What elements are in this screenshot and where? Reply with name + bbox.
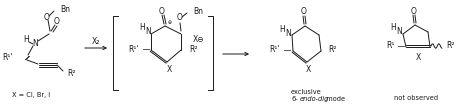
- Text: 6-: 6-: [292, 96, 298, 102]
- Text: R¹': R¹': [128, 44, 139, 53]
- Text: O: O: [301, 7, 307, 17]
- Text: R¹': R¹': [2, 53, 13, 63]
- Text: R²: R²: [328, 45, 337, 55]
- Text: H: H: [390, 24, 396, 33]
- Text: O: O: [44, 13, 50, 21]
- Text: R²: R²: [189, 44, 198, 53]
- Text: R²: R²: [446, 41, 455, 51]
- Text: R¹': R¹': [270, 45, 280, 55]
- Text: exclusive: exclusive: [291, 89, 321, 95]
- Text: X: X: [166, 65, 172, 75]
- Text: N: N: [396, 28, 402, 37]
- Text: H: H: [139, 24, 145, 33]
- Text: mode: mode: [324, 96, 345, 102]
- Text: not observed: not observed: [394, 95, 438, 101]
- Text: endo-dig: endo-dig: [300, 96, 329, 102]
- Text: N: N: [145, 28, 151, 37]
- Text: X₂: X₂: [92, 37, 100, 45]
- Text: O: O: [411, 6, 417, 16]
- Text: O: O: [159, 6, 165, 16]
- Text: N: N: [32, 38, 38, 48]
- Text: O: O: [177, 14, 183, 22]
- Text: Bn: Bn: [193, 6, 203, 16]
- Text: X: X: [415, 52, 420, 61]
- Text: N: N: [285, 29, 291, 37]
- Text: X: X: [305, 65, 310, 75]
- Text: X = Cl, Br, I: X = Cl, Br, I: [12, 92, 50, 98]
- Text: ⊕: ⊕: [168, 20, 172, 25]
- Text: R¹: R¹: [387, 41, 395, 51]
- Text: R²: R²: [67, 70, 75, 79]
- Text: H: H: [23, 36, 29, 44]
- Text: O: O: [54, 17, 60, 26]
- Text: Bn: Bn: [60, 5, 70, 14]
- Text: X⊖: X⊖: [193, 36, 205, 44]
- Text: H: H: [279, 25, 285, 33]
